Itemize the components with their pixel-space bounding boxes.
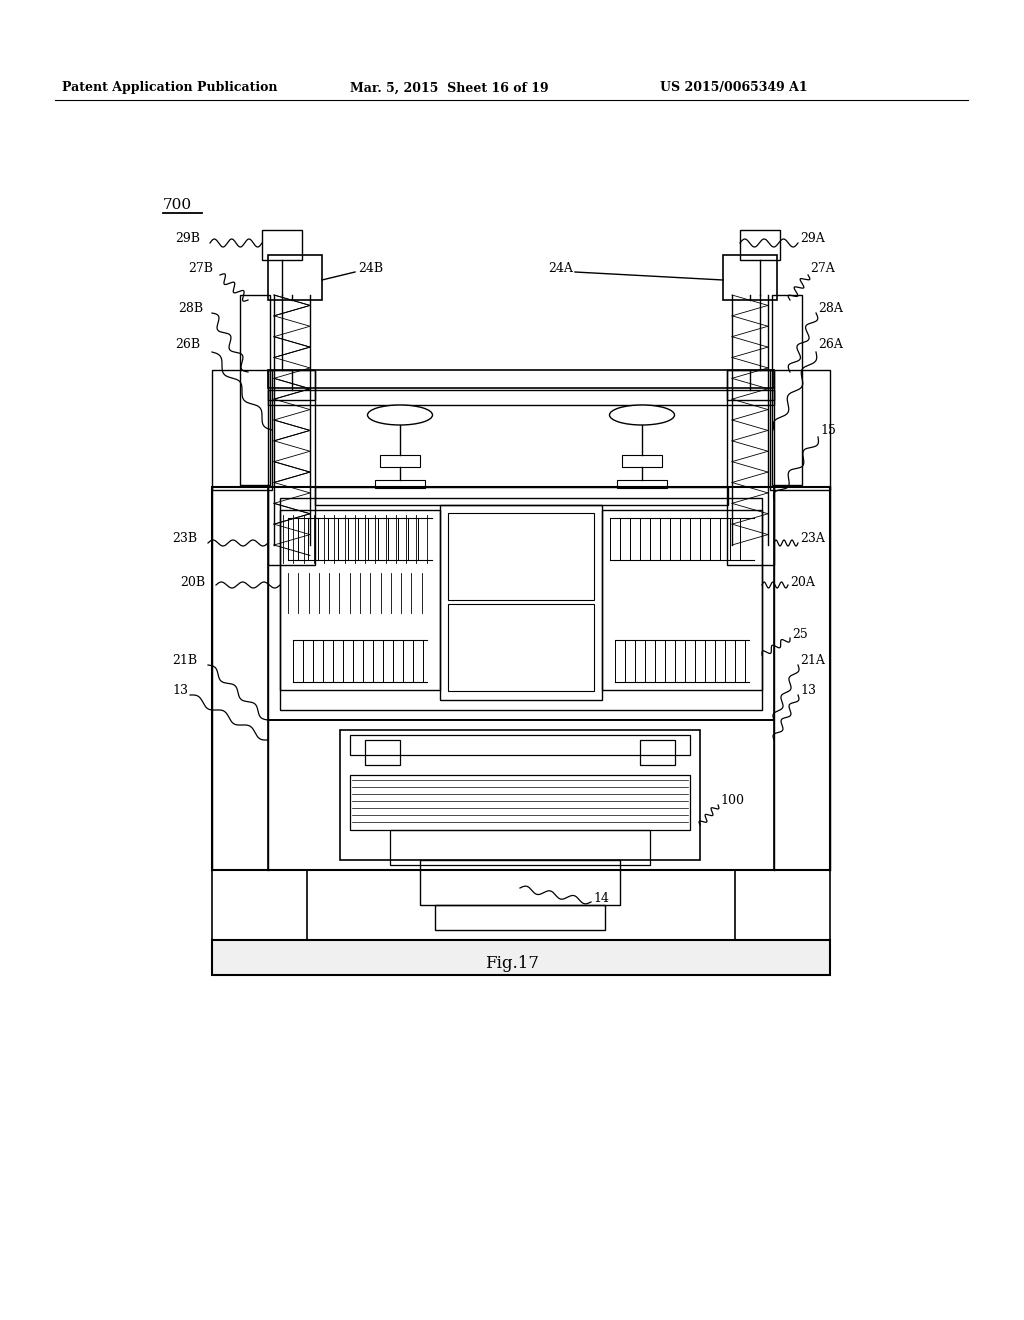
Bar [640,741,675,766]
Bar [212,370,272,490]
Bar [420,861,620,906]
Text: 27A: 27A [810,261,835,275]
Bar [622,455,662,467]
Bar [449,605,594,690]
Text: 28A: 28A [818,301,843,314]
Text: 20B: 20B [180,576,205,589]
Bar [735,870,830,945]
Bar [617,480,667,488]
Text: Mar. 5, 2015  Sheet 16 of 19: Mar. 5, 2015 Sheet 16 of 19 [350,82,549,95]
Bar [602,510,762,690]
Text: 21A: 21A [800,653,825,667]
Bar [390,830,650,865]
Text: 15: 15 [820,424,836,437]
Text: US 2015/0065349 A1: US 2015/0065349 A1 [660,82,808,95]
Bar [212,487,830,870]
Text: 23B: 23B [172,532,198,544]
Text: 100: 100 [720,793,744,807]
Bar [240,294,270,484]
Bar [340,730,700,861]
Text: 26B: 26B [175,338,200,351]
Bar [268,370,774,388]
Bar [268,370,315,565]
Text: 24A: 24A [548,261,572,275]
Bar [280,498,762,710]
Bar [212,870,307,945]
Bar [315,487,728,506]
Text: 700: 700 [163,198,193,213]
Bar [212,940,830,975]
Text: 20A: 20A [790,576,815,589]
Bar [280,510,440,690]
Bar [350,775,690,830]
Bar [268,255,322,300]
Bar [435,906,605,931]
Text: 29A: 29A [800,231,824,244]
Bar [727,370,774,400]
Text: 13: 13 [800,684,816,697]
Text: Fig.17: Fig.17 [485,954,539,972]
Bar [350,735,690,755]
Bar [365,741,400,766]
Bar [440,506,602,700]
Text: 23A: 23A [800,532,825,544]
Text: 28B: 28B [178,301,203,314]
Bar [772,294,802,484]
Bar [375,480,425,488]
Bar [380,455,420,467]
Ellipse shape [609,405,675,425]
Ellipse shape [368,405,432,425]
Text: 29B: 29B [175,231,200,244]
Bar [268,370,315,400]
Text: 24B: 24B [358,261,383,275]
Bar [268,389,774,405]
Bar [449,513,594,601]
Bar [268,719,774,870]
Bar [740,230,780,260]
Text: 21B: 21B [172,653,198,667]
Text: 13: 13 [172,684,188,697]
Bar [770,370,830,490]
Text: 25: 25 [792,628,808,642]
Text: 26A: 26A [818,338,843,351]
Bar [727,370,774,565]
Text: 27B: 27B [188,261,213,275]
Bar [268,487,774,719]
Text: 14: 14 [593,891,609,904]
Bar [262,230,302,260]
Text: Patent Application Publication: Patent Application Publication [62,82,278,95]
Bar [723,255,777,300]
